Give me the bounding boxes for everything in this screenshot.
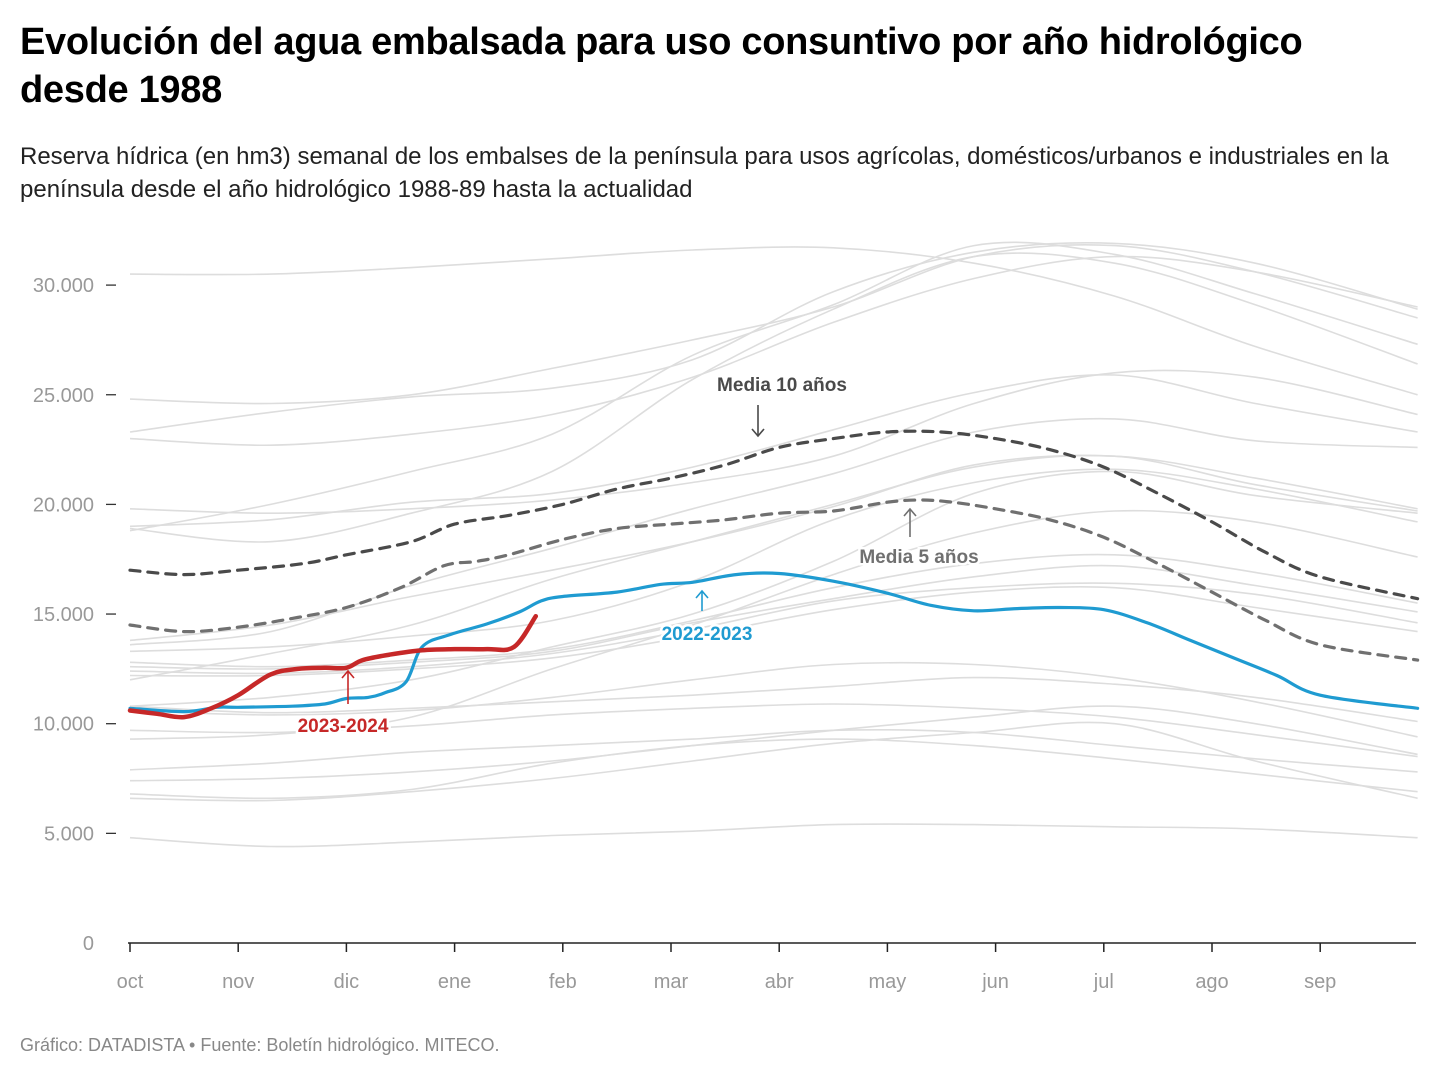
x-axis: oct nov dic ene feb mar abr may jun jul ago sep [117, 942, 1416, 993]
background-year-line [129, 738, 1418, 800]
annotation-arrowhead-2023-2024 [341, 669, 355, 679]
highlight-series-group [127, 429, 1420, 720]
background-year-line [129, 454, 1418, 681]
annotation-arrowhead-media-5-a-os [903, 507, 917, 517]
x-tick-label: ago [1195, 971, 1228, 993]
background-year-line [129, 582, 1418, 675]
background-year-line [129, 373, 1418, 528]
background-year-line [129, 705, 1418, 782]
x-tick-label: dic [334, 971, 360, 993]
y-tick-label: 5.000 [44, 823, 94, 845]
background-year-line [129, 586, 1418, 677]
y-tick-label: 25.000 [33, 385, 94, 407]
background-year-line [129, 255, 1418, 447]
background-year-line [129, 676, 1418, 723]
x-tick-label: mar [654, 971, 689, 993]
background-year-line [129, 244, 1418, 405]
annotation-label-2022-2023: 2022-2023 [662, 624, 753, 645]
background-year-line [129, 509, 1418, 740]
y-axis: 0 5.000 10.000 15.000 20.000 25.000 30.000 [33, 275, 116, 955]
x-tick-label: abr [765, 971, 794, 993]
background-year-line [129, 241, 1418, 532]
background-year-line [129, 369, 1418, 515]
chart-subtitle: Reserva hídrica (en hm3) semanal de los … [20, 143, 1389, 203]
x-tick-label: feb [549, 971, 577, 993]
annotation-label-media-10-a-os: Media 10 años [717, 375, 847, 396]
series-line-media-5-a-os [128, 498, 1420, 662]
y-tick-label: 10.000 [33, 714, 94, 736]
x-tick-label: may [869, 971, 907, 993]
background-year-line [129, 468, 1418, 653]
background-year-line [129, 454, 1418, 642]
background-series-group [129, 241, 1418, 848]
y-tick-label: 20.000 [33, 494, 94, 516]
background-year-line [129, 470, 1418, 707]
background-year-line [129, 417, 1418, 646]
chart-title: Evolución del agua embalsada para uso co… [20, 21, 1303, 111]
series-line-media-10-a-os [128, 429, 1420, 601]
background-year-line [129, 252, 1418, 543]
y-tick-label: 0 [83, 933, 94, 955]
background-year-line [129, 823, 1418, 848]
background-year-line [129, 721, 1418, 802]
background-year-line [129, 246, 1418, 396]
annotation-arrowhead-media-10-a-os [751, 428, 765, 438]
x-tick-label: sep [1304, 971, 1336, 993]
y-tick-label: 30.000 [33, 275, 94, 297]
annotation-label-media-5-a-os: Media 5 años [859, 547, 978, 568]
annotation-arrowhead-2022-2023 [695, 589, 709, 599]
background-year-line [129, 242, 1418, 433]
series-line-2022-2023 [128, 571, 1420, 714]
series-line-2023-2024 [127, 613, 539, 720]
background-year-line [129, 553, 1418, 668]
annotations-group: Media 10 años Media 5 años 2022-2023 2023-2… [295, 373, 981, 740]
y-tick-label: 15.000 [33, 604, 94, 626]
x-tick-label: nov [222, 971, 254, 993]
x-tick-label: jul [1093, 971, 1114, 993]
x-tick-label: oct [117, 971, 144, 993]
background-year-line [129, 729, 1418, 773]
chart-footer: Gráfico: DATADISTA • Fuente: Boletín hid… [20, 1035, 500, 1055]
background-year-line [129, 703, 1418, 758]
x-tick-label: ene [438, 971, 471, 993]
annotation-label-2023-2024: 2023-2024 [298, 716, 389, 737]
x-tick-label: jun [981, 971, 1009, 993]
